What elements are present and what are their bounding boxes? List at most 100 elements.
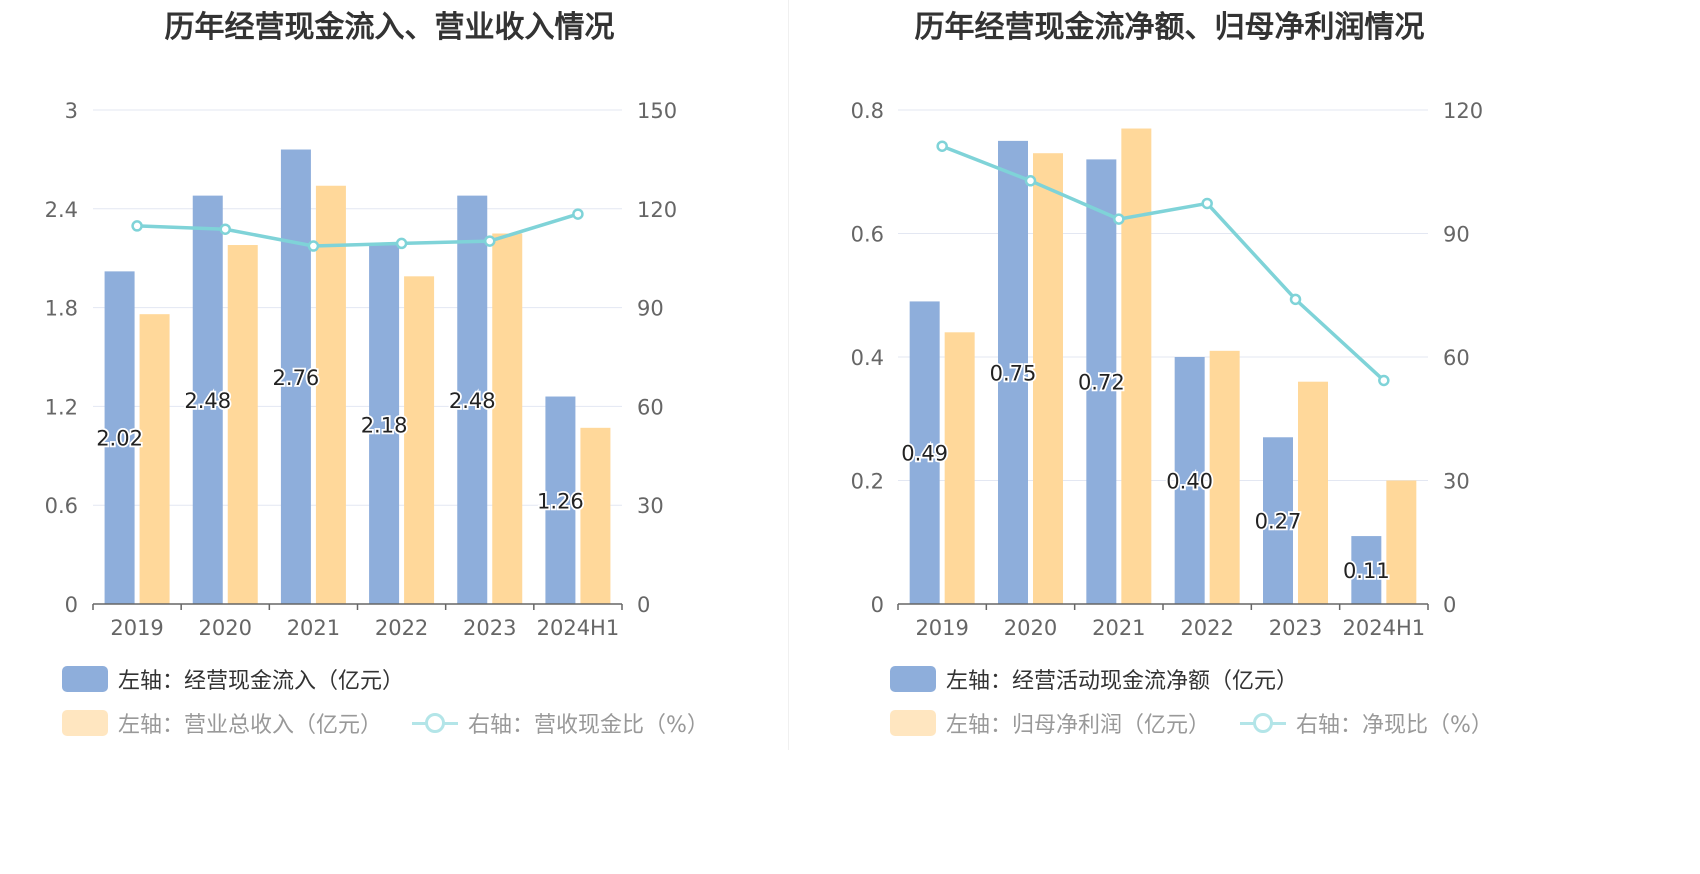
ratio-line [941, 144, 1386, 382]
legend-swatch-bar-orange [62, 710, 108, 736]
bar-primary [104, 271, 135, 604]
bar-secondary [315, 185, 346, 604]
legend-label: 左轴：经营现金流入（亿元） [118, 669, 405, 694]
ratio-point [1024, 175, 1037, 187]
y-right-tick-label: 30 [1443, 470, 1470, 494]
legend-row-1: 左轴：经营现金流入（亿元） [62, 663, 434, 695]
legend-line-marker-icon [1240, 710, 1287, 736]
y-right-tick-label: 120 [1443, 99, 1483, 123]
legend-item-revenue[interactable]: 左轴：营业总收入（亿元） [62, 707, 382, 739]
legend-item-cash-inflow[interactable]: 左轴：经营现金流入（亿元） [62, 663, 404, 695]
bar-data-label: 1.26 [537, 489, 584, 513]
x-tick-label: 2022 [375, 616, 428, 640]
y-right-tick-label: 90 [637, 297, 664, 321]
bar-secondary [1386, 480, 1417, 604]
legend-label: 右轴：营收现金比（%） [468, 713, 709, 738]
y-left-tick-label: 2.4 [45, 198, 78, 222]
y-left-tick-label: 0.4 [851, 346, 884, 370]
legend-label: 左轴：经营活动现金流净额（亿元） [946, 669, 1299, 694]
x-tick-label: 2020 [1004, 616, 1057, 640]
bar-secondary [944, 332, 975, 604]
chart-title: 历年经营现金流净额、归母净利润情况 [914, 10, 1425, 45]
legend-item-net-cashflow[interactable]: 左轴：经营活动现金流净额（亿元） [890, 663, 1298, 695]
bar-primary [1174, 357, 1205, 604]
y-left-tick-label: 0.2 [851, 470, 884, 494]
x-tick-label: 2023 [463, 616, 516, 640]
chart-panel-cashflow-revenue: 历年经营现金流入、营业收入情况 0 0 0.6 30 1.2 60 1.8 90 2.4 120 3… [0, 0, 779, 788]
bar-secondary [492, 233, 523, 604]
x-tick-label: 2021 [287, 616, 340, 640]
legend-item-net-profit[interactable]: 左轴：归母净利润（亿元） [890, 707, 1210, 739]
ratio-point [131, 220, 143, 232]
y-right-tick-label: 90 [1443, 223, 1470, 247]
x-tick-label: 2023 [1269, 616, 1322, 640]
legend-swatch-bar-blue [890, 666, 936, 692]
bar-secondary [139, 314, 170, 604]
bar-primary [1351, 536, 1382, 604]
bar-data-label: 0.11 [1343, 559, 1390, 583]
ratio-point [1289, 293, 1302, 306]
bar-data-label: 0.72 [1078, 371, 1125, 395]
bar-secondary [580, 427, 611, 604]
bar-secondary [227, 245, 258, 604]
bar-primary [545, 396, 576, 604]
chart-title: 历年经营现金流入、营业收入情况 [164, 10, 615, 45]
legend-row-1: 左轴：经营活动现金流净额（亿元） [890, 663, 1328, 695]
ratio-point [936, 140, 948, 152]
x-tick-label: 2024H1 [537, 616, 620, 640]
ratio-point [1378, 374, 1390, 387]
y-right-tick-label: 150 [637, 99, 677, 123]
y-left-tick-label: 0 [65, 593, 78, 617]
bar-primary [280, 149, 311, 604]
ratio-point [395, 237, 408, 250]
x-tick-label: 2022 [1180, 616, 1233, 640]
y-right-tick-label: 0 [637, 593, 650, 617]
bar-data-label: 2.18 [361, 414, 408, 438]
bar-secondary [1121, 128, 1152, 604]
bar-primary [457, 195, 488, 605]
legend-label: 右轴：净现比（%） [1296, 713, 1493, 738]
ratio-line [137, 212, 579, 248]
legend-swatch-bar-blue [62, 666, 108, 692]
ratio-point [572, 208, 584, 220]
y-right-tick-label: 30 [637, 494, 664, 518]
bar-data-label: 2.76 [273, 366, 320, 390]
legend-row-2: 左轴：归母净利润（亿元） 右轴：净现比（%） [890, 707, 1523, 739]
bar-primary [909, 301, 940, 604]
bar-secondary [1033, 153, 1063, 604]
legend-item-net-cash-ratio-line[interactable]: 右轴：净现比（%） [1240, 707, 1493, 739]
x-tick-label: 2021 [1092, 616, 1145, 640]
y-right-tick-label: 120 [637, 198, 677, 222]
chart-plot: 0 0 0.2 30 0.4 60 0.6 90 0.8 120 2019 2020 2021 2022 2… [851, 99, 1484, 640]
ratio-point [1201, 197, 1213, 210]
bar-data-label: 0.49 [901, 442, 948, 466]
bar-primary [998, 140, 1028, 604]
y-left-tick-label: 0.6 [45, 494, 78, 518]
legend-label: 左轴：营业总收入（亿元） [118, 713, 383, 738]
bar-secondary [1209, 350, 1240, 604]
y-left-tick-label: 3 [65, 99, 78, 123]
bar-data-label: 0.27 [1255, 510, 1302, 534]
y-right-tick-label: 0 [1443, 593, 1456, 617]
legend-line-marker-icon [412, 710, 459, 736]
y-left-tick-label: 0.6 [851, 223, 884, 247]
legend-label: 左轴：归母净利润（亿元） [946, 713, 1211, 738]
x-tick-label: 2020 [199, 616, 252, 640]
x-tick-label: 2019 [110, 616, 163, 640]
panel-divider [788, 0, 789, 750]
ratio-point [1113, 213, 1125, 225]
bar-data-label: 2.02 [96, 427, 143, 451]
x-tick-label: 2019 [915, 616, 968, 640]
bar-data-label: 0.75 [990, 361, 1037, 385]
bar-primary [1086, 159, 1117, 604]
bar-primary [1263, 437, 1293, 604]
bar-primary [369, 245, 400, 604]
legend-item-ratio-line[interactable]: 右轴：营收现金比（%） [412, 707, 709, 739]
y-left-tick-label: 0.8 [851, 99, 884, 123]
legend-row-2: 左轴：营业总收入（亿元） 右轴：营收现金比（%） [62, 707, 739, 739]
y-left-tick-label: 0 [871, 593, 884, 617]
chart-panel-netcash-profit: 历年经营现金流净额、归母净利润情况 0 0 0.2 30 0.4 60 0.6 90 0.8 12… [780, 0, 1559, 788]
y-right-tick-label: 60 [637, 395, 664, 419]
bar-primary [192, 195, 223, 605]
legend-swatch-bar-orange [890, 710, 936, 736]
